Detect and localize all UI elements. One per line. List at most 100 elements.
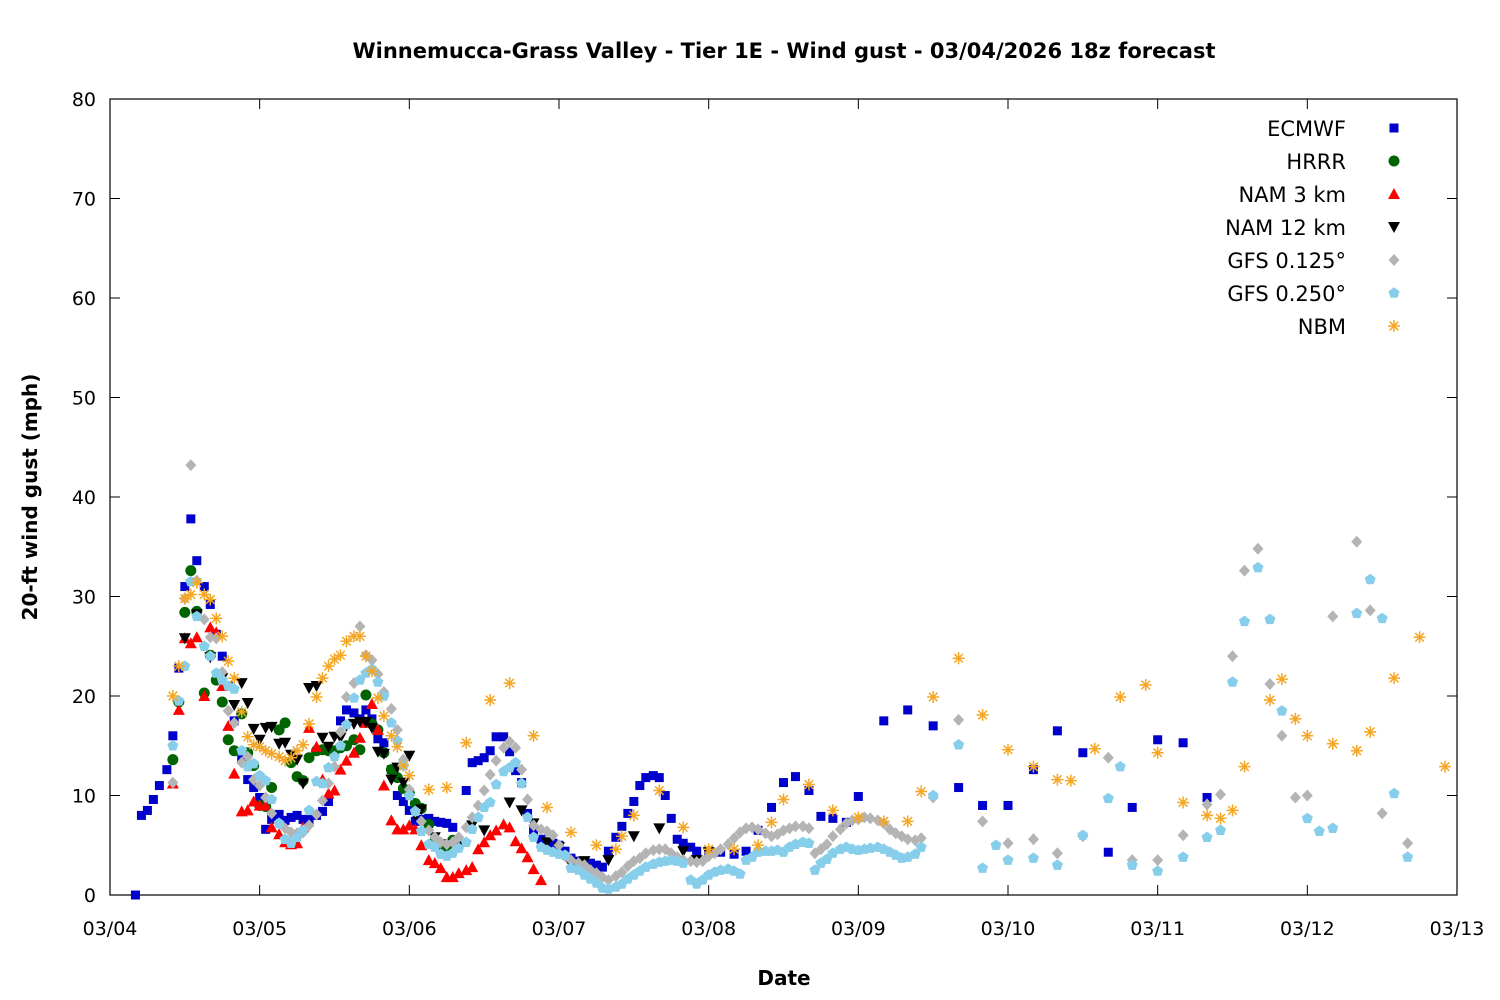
ecmwf-point (629, 796, 639, 806)
hrrr-point (228, 745, 240, 757)
ecmwf-point (255, 792, 265, 802)
ecmwf-point (148, 794, 158, 804)
nam-3-km-point (452, 867, 465, 879)
nam-3-km-point (428, 857, 441, 869)
nbm-point (1214, 812, 1227, 825)
nam-12-km-point (359, 716, 372, 728)
gfs-0-250-point (516, 777, 528, 789)
nam-12-km-point (403, 750, 416, 762)
gfs-0-250-point (827, 847, 839, 858)
nam-3-km-point (172, 703, 185, 715)
nam-3-km-point (521, 851, 534, 863)
ecmwf-point (130, 890, 140, 900)
nbm-point (1064, 774, 1077, 787)
legend-marker (1389, 123, 1399, 133)
ecmwf-point (954, 783, 964, 793)
gfs-0-125-point (821, 838, 833, 851)
gfs-0-125-point (722, 838, 734, 851)
ecmwf-point (623, 808, 633, 818)
x-tick-label: 03/04 (83, 918, 138, 940)
nbm-point (310, 690, 323, 703)
ecmwf-point (442, 818, 452, 828)
gfs-0-250-point (1102, 792, 1114, 804)
gfs-0-250-point (472, 811, 484, 823)
ecmwf-point (585, 858, 595, 868)
gfs-0-250-point (1313, 825, 1325, 837)
gfs-0-125-point (1252, 542, 1264, 555)
gfs-0-125-point (1238, 564, 1250, 577)
ecmwf-point (162, 765, 172, 775)
nbm-point (184, 588, 197, 601)
nam-3-km-point (446, 871, 459, 883)
nbm-point (527, 729, 540, 742)
ecmwf-point (430, 816, 440, 826)
nam-3-km-point (434, 862, 447, 874)
nbm-point (279, 754, 292, 767)
legend-marker (1388, 320, 1400, 332)
gfs-0-250-point (348, 692, 360, 703)
nbm-point (1263, 693, 1276, 706)
ecmwf-point (1052, 726, 1062, 736)
ecmwf-point (635, 781, 645, 791)
nam-12-km-point (235, 678, 248, 690)
ecmwf-point (603, 846, 613, 856)
nbm-point (460, 736, 473, 749)
ecmwf-point (142, 805, 152, 815)
y-axis-label: 20-ft wind gust (mph) (18, 374, 42, 621)
nam-12-km-point (653, 823, 666, 835)
gfs-0-250-point (340, 719, 352, 730)
nam-3-km-point (490, 824, 503, 836)
nbm-point (1326, 737, 1339, 750)
ecmwf-point (192, 556, 202, 566)
nbm-point (777, 793, 790, 806)
gfs-0-250-point (328, 750, 341, 762)
legend-label: NBM (1298, 315, 1346, 339)
nam-3-km-point (365, 697, 378, 709)
nbm-point (316, 672, 329, 685)
gfs-0-250-point (510, 756, 522, 768)
ecmwf-point (648, 771, 658, 781)
nbm-point (901, 815, 914, 828)
gfs-0-125-point (167, 776, 179, 789)
legend-marker (1388, 155, 1400, 167)
series-nbm (166, 576, 1452, 856)
ecmwf-point (548, 838, 558, 848)
x-tick-label: 03/11 (1130, 918, 1185, 940)
nbm-point (172, 660, 185, 673)
nam-12-km-point (397, 777, 410, 789)
gfs-0-125-point (366, 654, 378, 667)
y-tick-label: 60 (72, 288, 96, 310)
ecmwf-point (511, 766, 521, 776)
y-tick-label: 0 (84, 885, 96, 907)
ecmwf-point (249, 783, 259, 793)
x-axis-label: Date (757, 966, 810, 990)
gfs-0-250-point (204, 650, 216, 661)
nbm-point (328, 653, 341, 666)
ecmwf-point (591, 860, 601, 870)
gfs-0-125-point (553, 839, 565, 852)
nbm-point (1439, 760, 1452, 773)
nbm-point (1364, 725, 1377, 738)
nbm-point (247, 738, 260, 751)
nbm-point (1151, 746, 1164, 759)
gfs-0-250-point (228, 683, 240, 694)
hrrr-point (279, 717, 291, 729)
gfs-0-125-point (528, 819, 540, 832)
ecmwf-point (779, 778, 788, 788)
nam-3-km-point (422, 854, 435, 866)
legend-label: NAM 12 km (1225, 216, 1346, 240)
gfs-0-125-point (1177, 829, 1189, 842)
gfs-0-125-point (1376, 807, 1388, 820)
ecmwf-point (324, 796, 334, 806)
nbm-point (702, 843, 715, 856)
nbm-point (541, 801, 554, 814)
nbm-point (1051, 773, 1064, 786)
hrrr-point (354, 744, 366, 756)
nam-12-km-point (365, 722, 378, 734)
nam-12-km-point (334, 732, 347, 744)
ecmwf-point (186, 514, 196, 524)
hrrr-point (185, 565, 197, 577)
nbm-point (359, 650, 372, 663)
hrrr-point (167, 754, 179, 766)
nbm-point (210, 612, 223, 625)
